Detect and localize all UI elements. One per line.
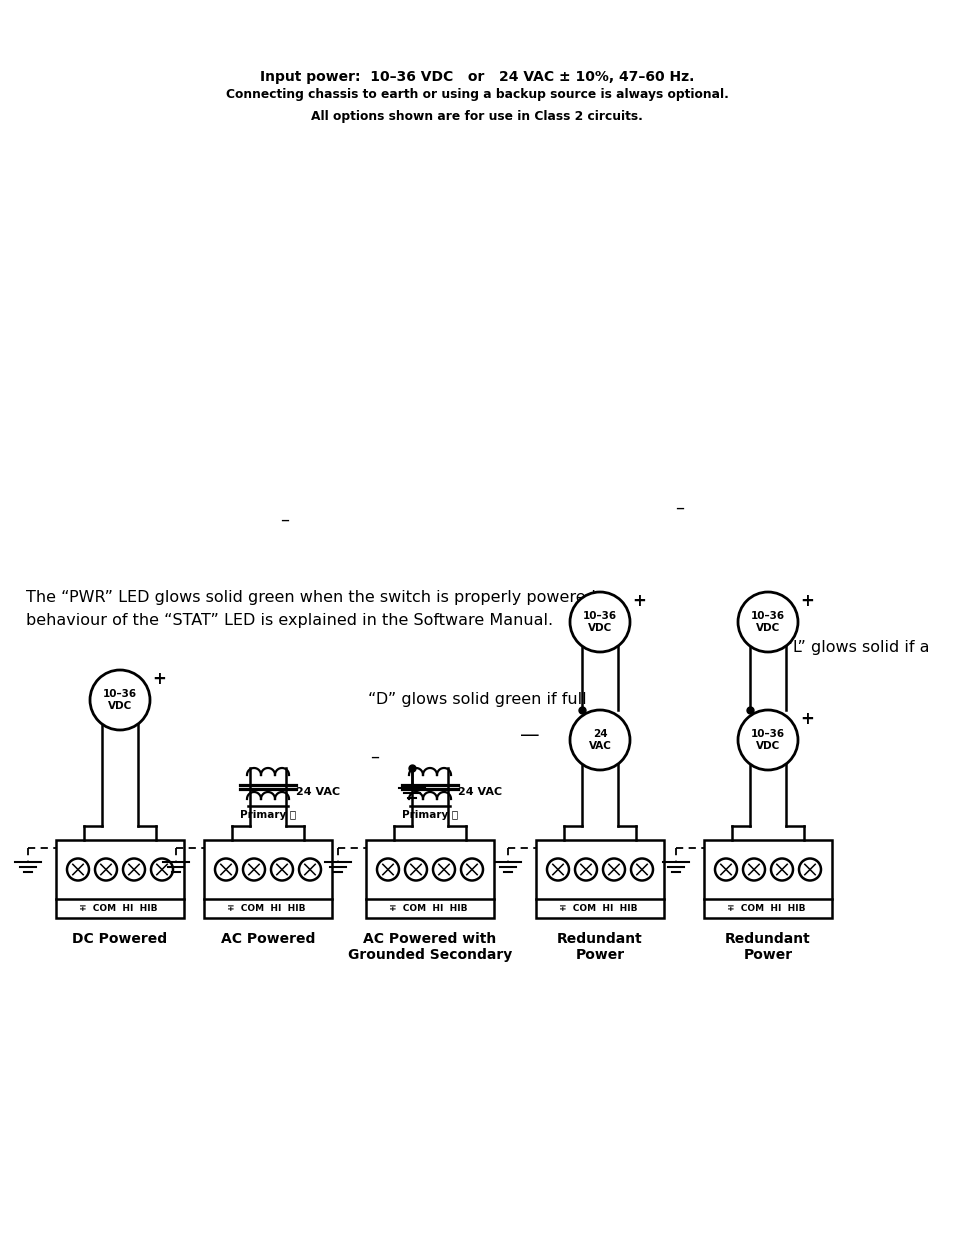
Text: +: +	[800, 709, 813, 728]
Text: 24
VAC: 24 VAC	[588, 729, 611, 750]
Text: All options shown are for use in Class 2 circuits.: All options shown are for use in Class 2…	[311, 110, 642, 124]
Text: ∓  COM  HI  HIB: ∓ COM HI HIB	[79, 904, 157, 913]
Circle shape	[151, 859, 172, 880]
Bar	[703, 840, 831, 918]
Circle shape	[214, 859, 236, 880]
Text: ∓  COM  HI  HIB: ∓ COM HI HIB	[558, 904, 637, 913]
Circle shape	[738, 709, 797, 770]
Text: 10–36
VDC: 10–36 VDC	[750, 611, 784, 633]
Text: +: +	[631, 592, 645, 611]
Circle shape	[630, 859, 652, 880]
Circle shape	[123, 859, 145, 880]
Text: +: +	[800, 592, 813, 611]
Text: AC Powered: AC Powered	[220, 932, 314, 946]
Text: AC Powered with
Grounded Secondary: AC Powered with Grounded Secondary	[348, 932, 512, 962]
Bar	[536, 840, 663, 918]
Text: ∓  COM  HI  HIB: ∓ COM HI HIB	[726, 904, 804, 913]
Text: —: —	[519, 726, 539, 745]
Text: Redundant
Power: Redundant Power	[557, 932, 642, 962]
Text: “L” glows solid if a: “L” glows solid if a	[784, 640, 929, 655]
Circle shape	[298, 859, 320, 880]
Text: “D” glows solid green if full: “D” glows solid green if full	[367, 692, 586, 707]
Text: DC Powered: DC Powered	[72, 932, 168, 946]
Text: The “PWR” LED glows solid green when the switch is properly powered.
behaviour o: The “PWR” LED glows solid green when the…	[26, 590, 600, 628]
Bar	[204, 840, 332, 918]
Text: –: –	[280, 510, 289, 529]
Text: 10–36
VDC: 10–36 VDC	[582, 611, 617, 633]
Circle shape	[738, 592, 797, 653]
Circle shape	[243, 859, 265, 880]
Text: 24 VAC: 24 VAC	[457, 787, 501, 797]
Circle shape	[405, 859, 427, 880]
Circle shape	[271, 859, 293, 880]
Circle shape	[546, 859, 568, 880]
Circle shape	[602, 859, 624, 880]
Circle shape	[376, 859, 398, 880]
Text: Primary ⎯: Primary ⎯	[401, 810, 457, 819]
Text: 24 VAC: 24 VAC	[295, 787, 340, 797]
Circle shape	[742, 859, 764, 880]
Text: +: +	[152, 670, 166, 688]
Text: ∓  COM  HI  HIB: ∓ COM HI HIB	[227, 904, 305, 913]
Circle shape	[67, 859, 89, 880]
Text: 10–36
VDC: 10–36 VDC	[750, 729, 784, 750]
Circle shape	[460, 859, 482, 880]
Bar	[366, 840, 494, 918]
Circle shape	[569, 709, 629, 770]
Text: Primary ⎯: Primary ⎯	[240, 810, 295, 819]
Bar	[56, 840, 184, 918]
Text: –: –	[370, 748, 379, 766]
Text: Input power:  10–36 VDC   or   24 VAC ± 10%, 47–60 Hz.: Input power: 10–36 VDC or 24 VAC ± 10%, …	[259, 70, 694, 84]
Text: Redundant
Power: Redundant Power	[724, 932, 810, 962]
Text: Connecting chassis to earth or using a backup source is always optional.: Connecting chassis to earth or using a b…	[225, 88, 728, 101]
Circle shape	[569, 592, 629, 653]
Circle shape	[95, 859, 117, 880]
Circle shape	[714, 859, 737, 880]
Circle shape	[799, 859, 821, 880]
Text: ∓  COM  HI  HIB: ∓ COM HI HIB	[388, 904, 467, 913]
Circle shape	[770, 859, 792, 880]
Text: –: –	[675, 499, 684, 517]
Circle shape	[90, 670, 150, 730]
Circle shape	[575, 859, 597, 880]
Text: 10–36
VDC: 10–36 VDC	[103, 690, 137, 711]
Circle shape	[433, 859, 455, 880]
